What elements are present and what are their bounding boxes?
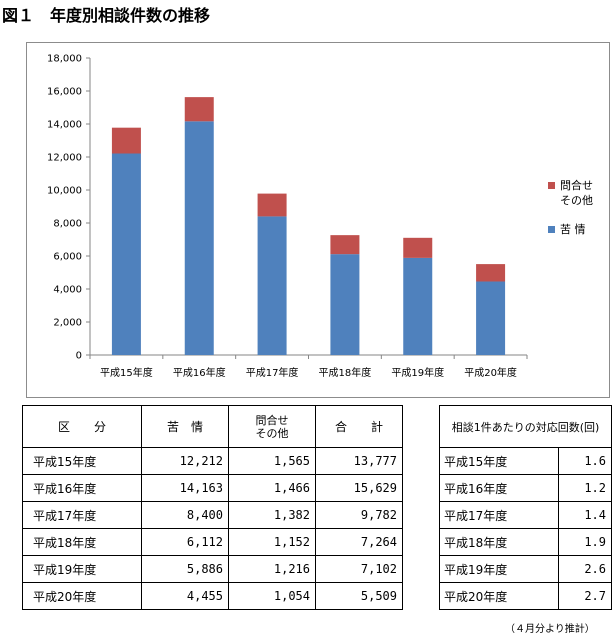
ratio-row-year: 平成15年度 [439, 447, 559, 475]
row-year: 平成16年度 [22, 474, 142, 502]
row-gokei: 5,509 [315, 582, 403, 610]
stacked-bar-chart: 0 2,000 4,000 6,000 8,000 10,000 12,000 14,000 1… [47, 54, 593, 380]
bar-toiawase [403, 237, 433, 258]
row-gokei: 7,102 [315, 555, 403, 583]
row-gokei: 9,782 [315, 501, 403, 529]
row-kujo: 14,163 [141, 474, 229, 502]
row-kujo: 8,400 [141, 501, 229, 529]
table-header-row: 区 分 苦 情 問合せ その他 合 計 [22, 405, 403, 448]
row-gokei: 7,264 [315, 528, 403, 556]
bar-toiawase [111, 127, 141, 154]
response-ratio-table: 相談1件あたりの対応回数(回) 平成15年度 1.6 平成16年度 1.2 平成17年度… [439, 405, 613, 610]
bar-kujo [111, 153, 141, 355]
row-toiawase: 1,382 [228, 501, 316, 529]
ratio-row-year: 平成19年度 [439, 555, 559, 583]
row-kujo: 6,112 [141, 528, 229, 556]
row-toiawase: 1,466 [228, 474, 316, 502]
x-tick-label: 平成20年度 [464, 366, 517, 379]
y-tick-label: 12,000 [47, 153, 82, 164]
bar-kujo [476, 281, 506, 355]
ratio-row-year: 平成16年度 [439, 474, 559, 502]
y-tick-label: 6,000 [53, 252, 82, 263]
table-row: 平成16年度 14,163 1,466 15,629 [22, 474, 403, 502]
y-tick-label: 18,000 [47, 54, 82, 65]
table-row: 平成18年度 6,112 1,152 7,264 [22, 528, 403, 556]
x-tick-label: 平成19年度 [391, 366, 444, 379]
ratio-row-value: 1.4 [557, 501, 613, 529]
row-kujo: 4,455 [141, 582, 229, 610]
legend-label-kujo: 苦 情 [560, 223, 586, 236]
row-toiawase: 1,152 [228, 528, 316, 556]
row-toiawase: 1,216 [228, 555, 316, 583]
ratio-row-value: 1.9 [557, 528, 613, 556]
row-year: 平成20年度 [22, 582, 142, 610]
row-kujo: 5,886 [141, 555, 229, 583]
bar-toiawase [476, 264, 506, 282]
row-toiawase: 1,565 [228, 447, 316, 475]
y-tick-label: 8,000 [53, 219, 82, 230]
ratio-header-row: 相談1件あたりの対応回数(回) [439, 405, 612, 448]
y-tick-label: 4,000 [53, 285, 82, 296]
ratio-row-value: 1.2 [557, 474, 613, 502]
header-toiawase: 問合せ その他 [228, 405, 316, 448]
ratio-row-value: 1.6 [557, 447, 613, 475]
bar-kujo [403, 257, 433, 355]
table-row: 平成19年度 5,886 1,216 7,102 [22, 555, 403, 583]
row-toiawase: 1,054 [228, 582, 316, 610]
header-gokei: 合 計 [315, 405, 403, 448]
ratio-row-value: 2.7 [557, 582, 613, 610]
row-gokei: 15,629 [315, 474, 403, 502]
legend-label-toiawase: 問合せその他 [560, 178, 593, 207]
table-row: 平成15年度 12,212 1,565 13,777 [22, 447, 403, 475]
consultation-count-table: 区 分 苦 情 問合せ その他 合 計 平成15年度 12,212 1,565 13,… [22, 405, 403, 610]
y-tick-label: 14,000 [47, 120, 82, 131]
row-year: 平成19年度 [22, 555, 142, 583]
bar-kujo [257, 216, 287, 355]
x-tick-label: 平成18年度 [319, 366, 372, 379]
ratio-row: 平成18年度 1.9 [439, 528, 613, 556]
ratio-row-year: 平成20年度 [439, 582, 559, 610]
legend-swatch-toiawase [548, 182, 555, 189]
y-tick-label: 2,000 [53, 318, 82, 329]
row-kujo: 12,212 [141, 447, 229, 475]
figure-title: 図１ 年度別相談件数の推移 [2, 6, 211, 25]
ratio-row-year: 平成17年度 [439, 501, 559, 529]
ratio-row-year: 平成18年度 [439, 528, 559, 556]
y-tick-label: 10,000 [47, 186, 82, 197]
ratio-row: 平成16年度 1.2 [439, 474, 613, 502]
footnote: （４月分より推計） [505, 624, 595, 635]
header-kujo: 苦 情 [141, 405, 229, 448]
x-tick-label: 平成17年度 [246, 366, 299, 379]
row-gokei: 13,777 [315, 447, 403, 475]
ratio-row: 平成20年度 2.7 [439, 582, 613, 610]
ratio-row: 平成19年度 2.6 [439, 555, 613, 583]
bar-toiawase [257, 193, 287, 217]
bar-toiawase [330, 235, 360, 255]
ratio-row-value: 2.6 [557, 555, 613, 583]
y-tick-label: 16,000 [47, 87, 82, 98]
bar-kujo [184, 121, 214, 355]
header-kubun: 区 分 [22, 405, 142, 448]
ratio-row: 平成15年度 1.6 [439, 447, 613, 475]
x-tick-label: 平成15年度 [100, 366, 153, 379]
y-tick-label: 0 [76, 351, 82, 362]
bar-toiawase [184, 97, 214, 122]
chart-frame: 0 2,000 4,000 6,000 8,000 10,000 12,000 14,000 1… [26, 42, 610, 398]
legend-swatch-kujo [548, 226, 555, 233]
bar-kujo [330, 254, 360, 355]
x-tick-label: 平成16年度 [173, 366, 226, 379]
table-row: 平成17年度 8,400 1,382 9,782 [22, 501, 403, 529]
table-row: 平成20年度 4,455 1,054 5,509 [22, 582, 403, 610]
row-year: 平成17年度 [22, 501, 142, 529]
ratio-header: 相談1件あたりの対応回数(回) [439, 405, 612, 448]
row-year: 平成18年度 [22, 528, 142, 556]
row-year: 平成15年度 [22, 447, 142, 475]
ratio-row: 平成17年度 1.4 [439, 501, 613, 529]
